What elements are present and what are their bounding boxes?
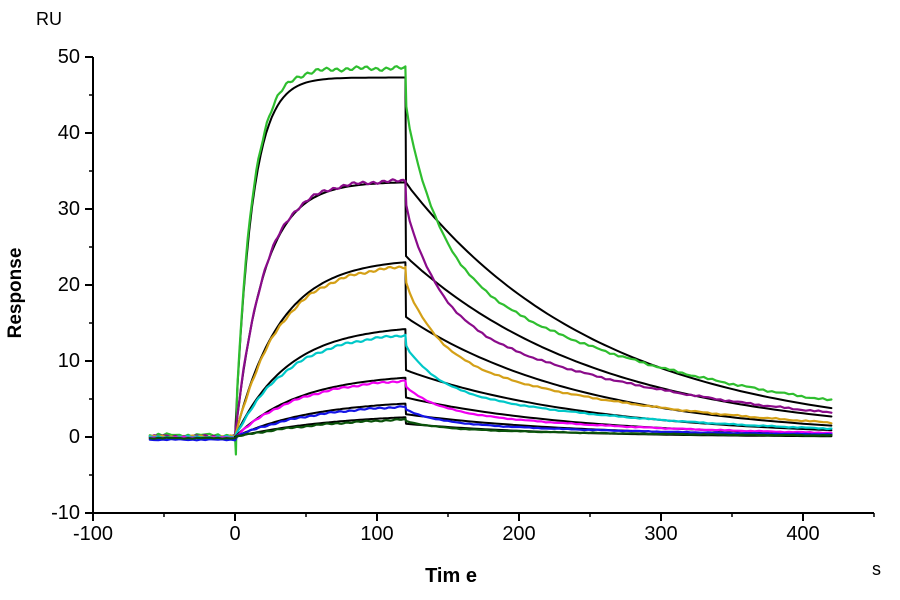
y-tick-label: 30 [57, 198, 80, 220]
series-purple-fit-curve [234, 181, 833, 438]
series-purple-data-curve [148, 178, 833, 439]
series-magenta-data-curve [148, 379, 833, 440]
y-tick-label: -10 [51, 502, 80, 524]
y-tick-label: 20 [57, 274, 80, 296]
x-tick-label: 100 [360, 523, 394, 545]
series-blue-data-curve [148, 405, 833, 442]
y-tick-label: 40 [57, 122, 80, 144]
series-orange-data-curve [148, 265, 833, 439]
series-green-data-curve [148, 65, 833, 456]
y-tick-label: 0 [68, 426, 80, 448]
series-orange-fit-curve [234, 261, 833, 438]
y-tick-label: 50 [57, 46, 80, 68]
x-tick-label: 300 [644, 523, 678, 545]
x-axis-title: Tim e [425, 565, 477, 587]
series-cyan-data-curve [148, 333, 833, 439]
x-tick-label: 0 [229, 523, 241, 545]
x-tick-label: 400 [786, 523, 820, 545]
y-axis-title: Response [5, 247, 26, 339]
x-axis-unit-label: s [872, 559, 881, 579]
series-green-fit-curve [234, 76, 833, 438]
y-axis-unit-label: RU [36, 9, 62, 29]
x-tick-label: 200 [502, 523, 536, 545]
x-tick-label: -100 [72, 523, 114, 545]
y-tick-label: 10 [57, 350, 80, 372]
series-dark-green-data-curve [148, 417, 833, 440]
